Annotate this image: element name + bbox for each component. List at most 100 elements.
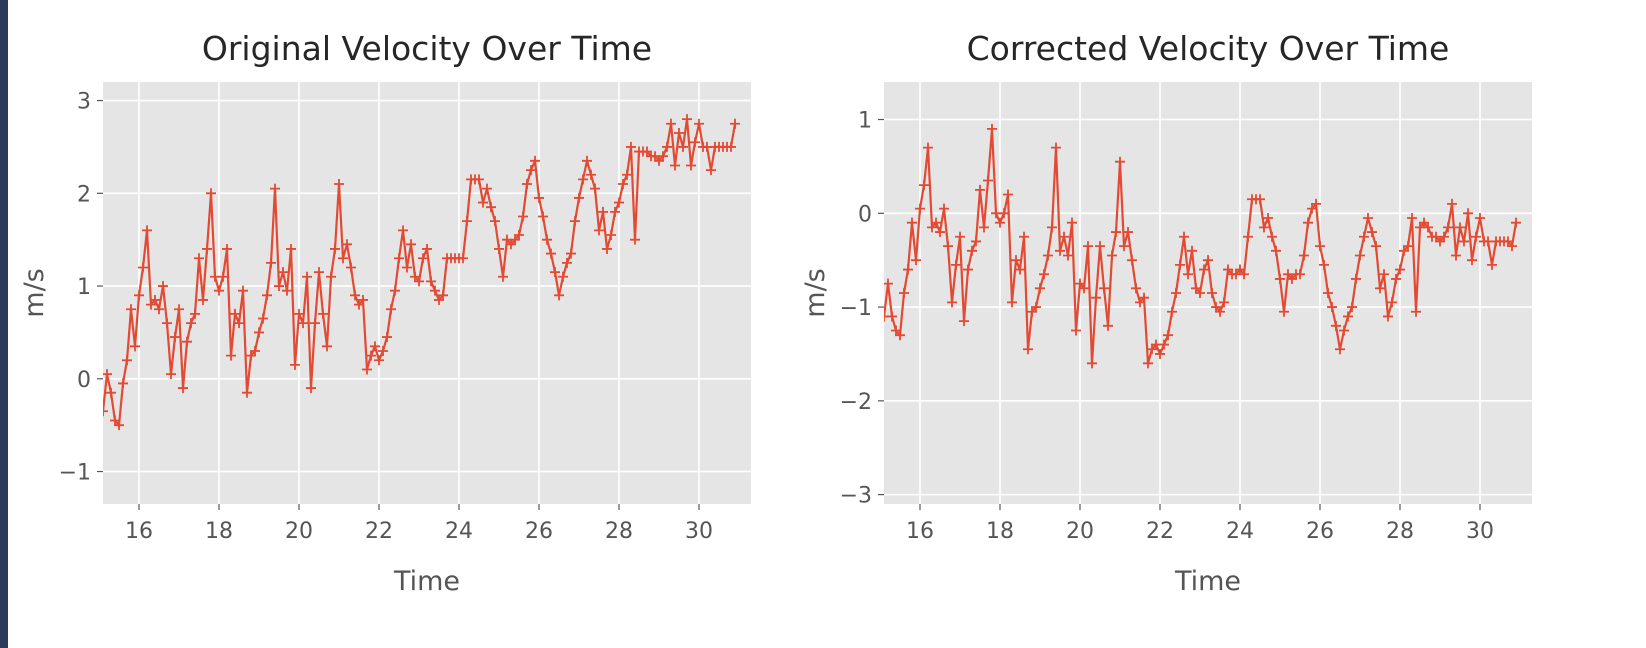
data-point — [1331, 320, 1341, 331]
data-point — [1379, 269, 1389, 280]
chart-title: Original Velocity Over Time — [202, 29, 652, 68]
data-point — [194, 253, 204, 264]
data-point — [170, 332, 180, 343]
data-point — [126, 304, 136, 315]
data-point — [1023, 344, 1033, 355]
data-point — [1351, 273, 1361, 284]
data-point — [1451, 250, 1461, 261]
data-point — [474, 174, 484, 185]
data-point — [967, 245, 977, 256]
data-point — [1271, 245, 1281, 256]
y-tick-label: 1 — [77, 275, 91, 300]
data-point — [1007, 297, 1017, 308]
data-point — [382, 332, 392, 343]
data-point — [274, 281, 284, 292]
data-point — [258, 313, 268, 324]
data-point — [666, 118, 676, 129]
data-point — [378, 345, 388, 356]
data-point — [1423, 222, 1433, 233]
data-point — [626, 141, 636, 152]
data-point — [983, 175, 993, 186]
data-point — [995, 217, 1005, 228]
data-point — [618, 179, 628, 190]
data-point — [622, 169, 632, 180]
data-point — [1047, 222, 1057, 233]
data-point — [298, 318, 308, 329]
data-point — [903, 264, 913, 275]
data-point — [542, 234, 552, 245]
x-tick-label: 28 — [605, 519, 633, 544]
data-point — [662, 141, 672, 152]
data-point — [1475, 212, 1485, 223]
y-tick-label: 2 — [77, 182, 91, 207]
x-tick-label: 22 — [365, 519, 393, 544]
data-point — [190, 308, 200, 319]
data-point — [1463, 208, 1473, 219]
x-tick-label: 26 — [1306, 519, 1334, 544]
data-point — [1411, 306, 1421, 317]
data-point — [590, 183, 600, 194]
data-point — [1367, 227, 1377, 238]
data-point — [730, 118, 740, 129]
data-point — [1011, 255, 1021, 266]
data-point — [1087, 358, 1097, 369]
data-point — [1119, 241, 1129, 252]
data-point — [1363, 212, 1373, 223]
data-point — [951, 259, 961, 270]
data-point — [278, 267, 288, 278]
data-point — [458, 253, 468, 264]
data-point — [282, 285, 292, 296]
x-tick-label: 16 — [906, 519, 934, 544]
data-point — [919, 180, 929, 191]
data-point — [923, 142, 933, 153]
data-point — [1303, 217, 1313, 228]
data-point — [1031, 302, 1041, 313]
data-point — [418, 253, 428, 264]
data-point — [1335, 344, 1345, 355]
data-point — [1507, 241, 1517, 252]
data-point — [1055, 245, 1065, 256]
plot-area — [103, 82, 751, 504]
data-point — [114, 420, 124, 431]
data-point — [286, 243, 296, 254]
x-tick-label: 28 — [1386, 519, 1414, 544]
data-point — [1035, 283, 1045, 294]
data-point — [1199, 264, 1209, 275]
data-point — [678, 141, 688, 152]
data-point — [550, 267, 560, 278]
data-point — [1167, 306, 1177, 317]
data-point — [1003, 189, 1013, 200]
data-point — [498, 271, 508, 282]
data-point — [610, 206, 620, 217]
data-point — [406, 239, 416, 250]
data-point — [979, 222, 989, 233]
data-point — [706, 165, 716, 176]
data-point — [266, 257, 276, 268]
data-point — [350, 290, 360, 301]
data-point — [546, 248, 556, 259]
data-point — [314, 267, 324, 278]
data-point — [1115, 156, 1125, 167]
data-point — [959, 316, 969, 327]
y-tick-label: −1 — [59, 461, 91, 486]
data-point — [1079, 283, 1089, 294]
data-point — [250, 345, 260, 356]
data-point — [1255, 194, 1265, 205]
data-point — [562, 257, 572, 268]
data-point — [370, 341, 380, 352]
data-point — [1155, 348, 1165, 359]
data-point — [214, 285, 224, 296]
data-point — [526, 165, 536, 176]
data-point — [884, 278, 893, 289]
data-point — [422, 243, 432, 254]
y-axis-label: m/s — [800, 268, 831, 317]
data-point — [1487, 259, 1497, 270]
data-point — [1111, 227, 1121, 238]
data-point — [574, 192, 584, 203]
data-point — [154, 304, 164, 315]
data-point — [1203, 255, 1213, 266]
data-point — [326, 271, 336, 282]
data-point — [1207, 288, 1217, 298]
data-point — [1163, 330, 1173, 341]
data-point — [398, 225, 408, 236]
